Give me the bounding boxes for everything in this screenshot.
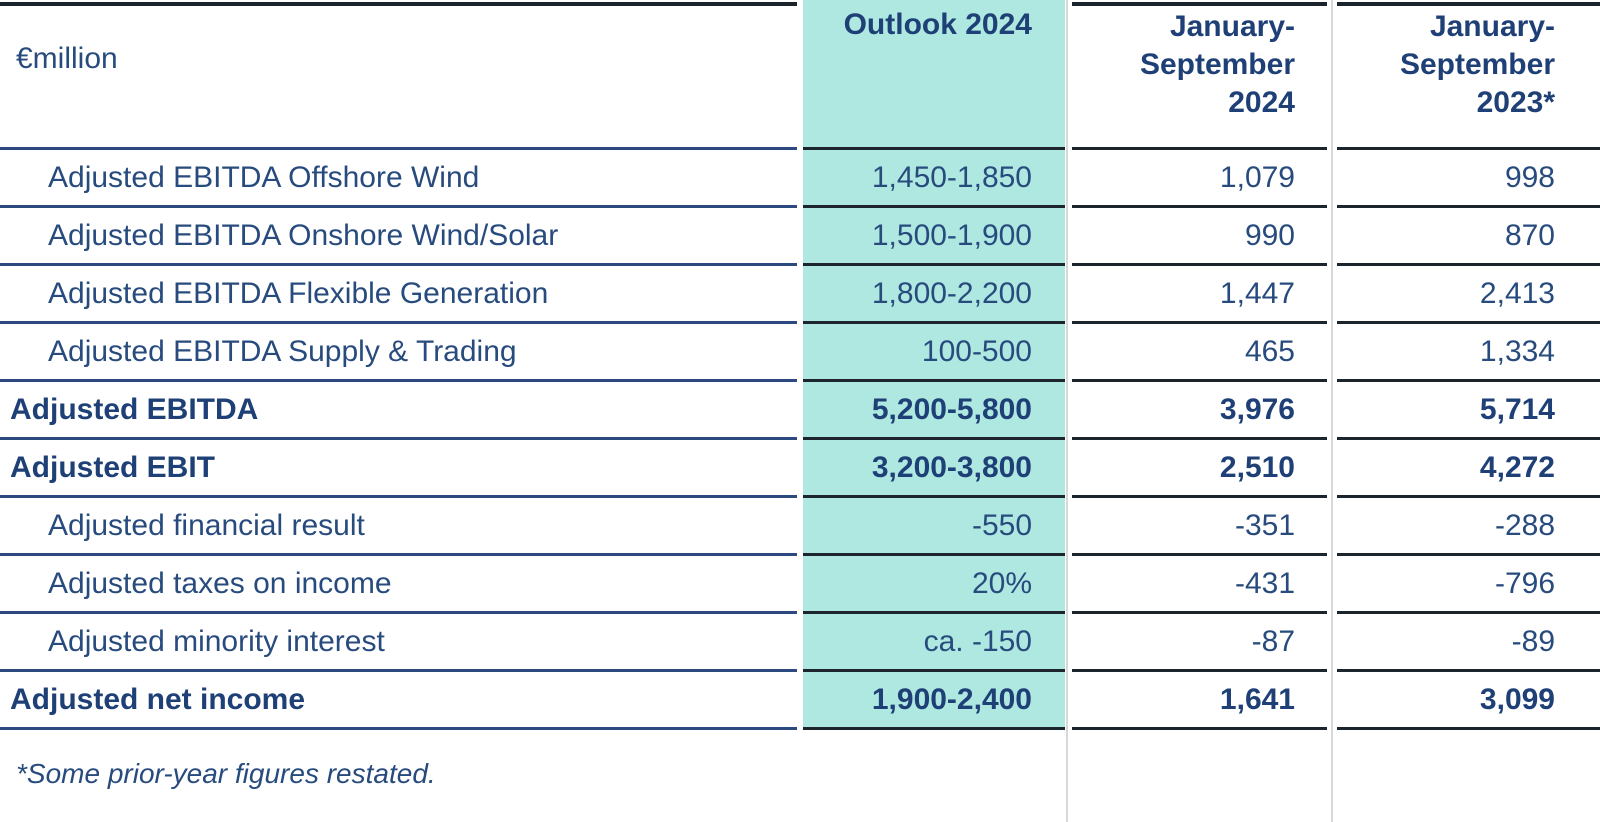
table-row: Adjusted taxes on income 20% -431 -796 [0,556,1600,614]
column-separator [1066,0,1068,822]
jan-sep-2023-value: 2,413 [1337,266,1600,324]
outlook-value: 1,800-2,200 [803,266,1065,324]
table-top-border [0,2,797,6]
table-row: Adjusted financial result -550 -351 -288 [0,498,1600,556]
jan-sep-2024-value: 465 [1072,324,1327,382]
jan-sep-2023-value: 5,714 [1337,382,1600,440]
jan-sep-2023-value: -796 [1337,556,1600,614]
jan-sep-2023-value: -89 [1337,614,1600,672]
jan-sep-2024-value: -351 [1072,498,1327,556]
table-row: Adjusted net income 1,900-2,400 1,641 3,… [0,672,1600,730]
table-top-border [1337,2,1600,6]
footnote: *Some prior-year figures restated. [16,758,436,789]
row-label: Adjusted EBIT [0,440,797,498]
outlook-value: -550 [803,498,1065,556]
unit-label: €million [0,0,797,150]
row-label: Adjusted EBITDA Flexible Generation [0,266,797,324]
table-header-row: €million Outlook 2024 January- September… [0,0,1600,150]
table-row: Adjusted EBITDA 5,200-5,800 3,976 5,714 [0,382,1600,440]
jan-sep-2023-column-header: January- September 2023* [1337,0,1600,150]
table-row: Adjusted EBIT 3,200-3,800 2,510 4,272 [0,440,1600,498]
outlook-value: 1,900-2,400 [803,672,1065,730]
row-label: Adjusted minority interest [0,614,797,672]
jan-sep-2024-value: 1,641 [1072,672,1327,730]
table-row: Adjusted EBITDA Supply & Trading 100-500… [0,324,1600,382]
outlook-value: 1,450-1,850 [803,150,1065,208]
outlook-value: 100-500 [803,324,1065,382]
jan-sep-2024-column-header: January- September 2024 [1072,0,1327,150]
row-label: Adjusted EBITDA Supply & Trading [0,324,797,382]
outlook-column-header: Outlook 2024 [803,0,1065,150]
jan-sep-2023-value: 3,099 [1337,672,1600,730]
jan-sep-2023-value: 998 [1337,150,1600,208]
table-row: Adjusted EBITDA Offshore Wind 1,450-1,85… [0,150,1600,208]
row-label: Adjusted EBITDA Onshore Wind/Solar [0,208,797,266]
row-label: Adjusted EBITDA [0,382,797,440]
jan-sep-2024-value: 2,510 [1072,440,1327,498]
jan-sep-2024-value: 1,079 [1072,150,1327,208]
table-row: Adjusted minority interest ca. -150 -87 … [0,614,1600,672]
outlook-value: 1,500-1,900 [803,208,1065,266]
jan-sep-2023-value: 1,334 [1337,324,1600,382]
outlook-value: 5,200-5,800 [803,382,1065,440]
outlook-value: ca. -150 [803,614,1065,672]
outlook-value: 20% [803,556,1065,614]
jan-sep-2023-value: 4,272 [1337,440,1600,498]
jan-sep-2024-value: -87 [1072,614,1327,672]
column-separator [1331,0,1333,822]
jan-sep-2024-value: 990 [1072,208,1327,266]
jan-sep-2024-value: 3,976 [1072,382,1327,440]
table-top-border [1072,2,1327,6]
table-body: Adjusted EBITDA Offshore Wind 1,450-1,85… [0,150,1600,730]
row-label: Adjusted taxes on income [0,556,797,614]
row-label: Adjusted financial result [0,498,797,556]
row-label: Adjusted net income [0,672,797,730]
row-label: Adjusted EBITDA Offshore Wind [0,150,797,208]
table-row: Adjusted EBITDA Onshore Wind/Solar 1,500… [0,208,1600,266]
table-row: Adjusted EBITDA Flexible Generation 1,80… [0,266,1600,324]
table-footer: *Some prior-year figures restated. [0,730,1600,822]
jan-sep-2023-value: 870 [1337,208,1600,266]
jan-sep-2024-value: -431 [1072,556,1327,614]
outlook-value: 3,200-3,800 [803,440,1065,498]
jan-sep-2023-value: -288 [1337,498,1600,556]
jan-sep-2024-value: 1,447 [1072,266,1327,324]
